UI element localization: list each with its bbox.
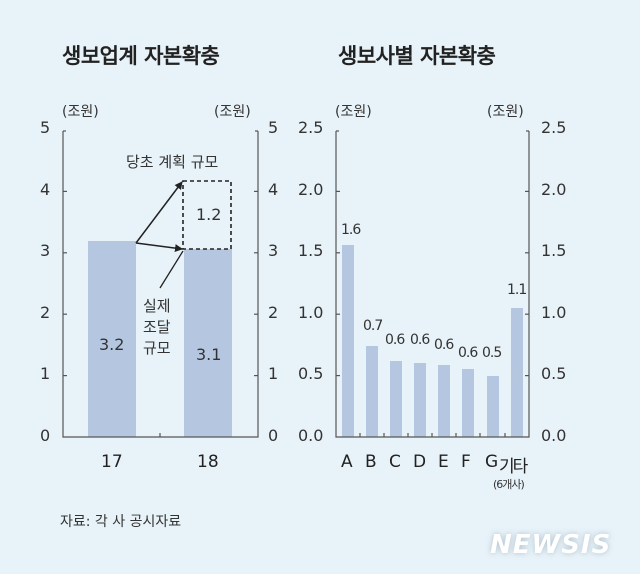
right-ytick-2.5: 2.5 <box>298 118 324 137</box>
bar-etc <box>511 308 523 437</box>
left-xlabel-17: 17 <box>101 452 123 472</box>
right-ytick-r-2.0: 2.0 <box>541 180 567 199</box>
bar-C <box>390 361 402 437</box>
right-unit-right: (조원) <box>487 104 524 120</box>
bar-E-value: 0.6 <box>434 337 454 353</box>
left-ytick-r-2: 2 <box>268 303 279 322</box>
right-unit-left: (조원) <box>335 104 372 120</box>
bar-B-value: 0.7 <box>363 318 383 334</box>
right-xlabel-A: A <box>341 452 353 472</box>
left-unit-right: (조원) <box>214 104 251 120</box>
actual-label-line-2: 조달 <box>143 318 171 336</box>
bar-G-value: 0.5 <box>482 345 502 361</box>
source-note: 자료: 각 사 공시자료 <box>60 514 182 530</box>
right-xlabel-E: E <box>438 452 449 472</box>
right-ytick-r-2.5: 2.5 <box>541 118 567 137</box>
left-xlabel-18: 18 <box>197 452 219 472</box>
right-xlabel-D: D <box>413 452 427 472</box>
bar-A-value: 1.6 <box>341 222 361 238</box>
left-chart-plot <box>62 130 259 438</box>
left-ytick-1: 1 <box>40 364 51 383</box>
right-xlabel-B: B <box>365 452 377 472</box>
left-ytick-r-0: 0 <box>268 426 279 445</box>
bar-F-value: 0.6 <box>458 345 478 361</box>
left-ytick-4: 4 <box>40 180 51 199</box>
bar-18-value: 3.1 <box>196 345 222 364</box>
bar-D-value: 0.6 <box>410 332 430 348</box>
bar-etc-value: 1.1 <box>507 282 527 298</box>
left-ytick-r-1: 1 <box>268 364 279 383</box>
right-ytick-0.0: 0.0 <box>298 426 324 445</box>
planned-label: 당초 계획 규모 <box>126 153 219 171</box>
right-xlabel-G: G <box>485 452 499 472</box>
left-chart-title: 생보업계 자본확충 <box>62 44 220 68</box>
left-ytick-r-3: 3 <box>268 241 279 260</box>
left-unit-left: (조원) <box>62 104 99 120</box>
right-xlabel-F: F <box>461 452 471 472</box>
left-ytick-r-5: 5 <box>268 118 279 137</box>
left-ytick-2: 2 <box>40 303 51 322</box>
actual-label: 실제 조달 규모 <box>143 296 171 359</box>
right-ytick-1.5: 1.5 <box>298 241 324 260</box>
right-xlabel-C: C <box>389 452 401 472</box>
left-ytick-5: 5 <box>40 118 51 137</box>
left-ytick-0: 0 <box>40 426 51 445</box>
arrow-to-planned <box>135 181 183 244</box>
arrow-to-actual <box>135 242 183 253</box>
right-ytick-1.0: 1.0 <box>298 303 324 322</box>
bar-F <box>462 369 474 437</box>
label-pointer-line <box>159 250 184 289</box>
right-ytick-r-1.5: 1.5 <box>541 241 567 260</box>
bar-17-value: 3.2 <box>99 335 125 354</box>
right-xlabel-etc-note: (6개사) <box>493 478 525 491</box>
bar-G <box>487 376 499 437</box>
bar-C-value: 0.6 <box>385 332 405 348</box>
planned-value: 1.2 <box>196 205 222 224</box>
right-chart-plot <box>335 130 530 438</box>
newsis-watermark: NEWSIS <box>490 530 612 560</box>
right-axes <box>335 131 530 438</box>
bar-17 <box>88 241 136 437</box>
bar-A <box>342 245 354 437</box>
bar-B <box>366 346 378 437</box>
left-ytick-3: 3 <box>40 241 51 260</box>
bar-D <box>414 363 426 437</box>
left-ytick-r-4: 4 <box>268 180 279 199</box>
right-ytick-r-0.5: 0.5 <box>541 364 567 383</box>
right-ytick-2.0: 2.0 <box>298 180 324 199</box>
right-ytick-r-0.0: 0.0 <box>541 426 567 445</box>
right-chart-title: 생보사별 자본확충 <box>338 44 496 68</box>
bar-E <box>438 365 450 437</box>
bar-18 <box>184 249 232 437</box>
right-xlabel-etc: 기타 <box>499 457 528 477</box>
planned-dashed-box <box>182 180 232 250</box>
right-ytick-0.5: 0.5 <box>298 364 324 383</box>
right-ytick-r-1.0: 1.0 <box>541 303 567 322</box>
actual-label-line-1: 실제 <box>143 297 171 315</box>
actual-label-line-3: 규모 <box>143 339 171 357</box>
